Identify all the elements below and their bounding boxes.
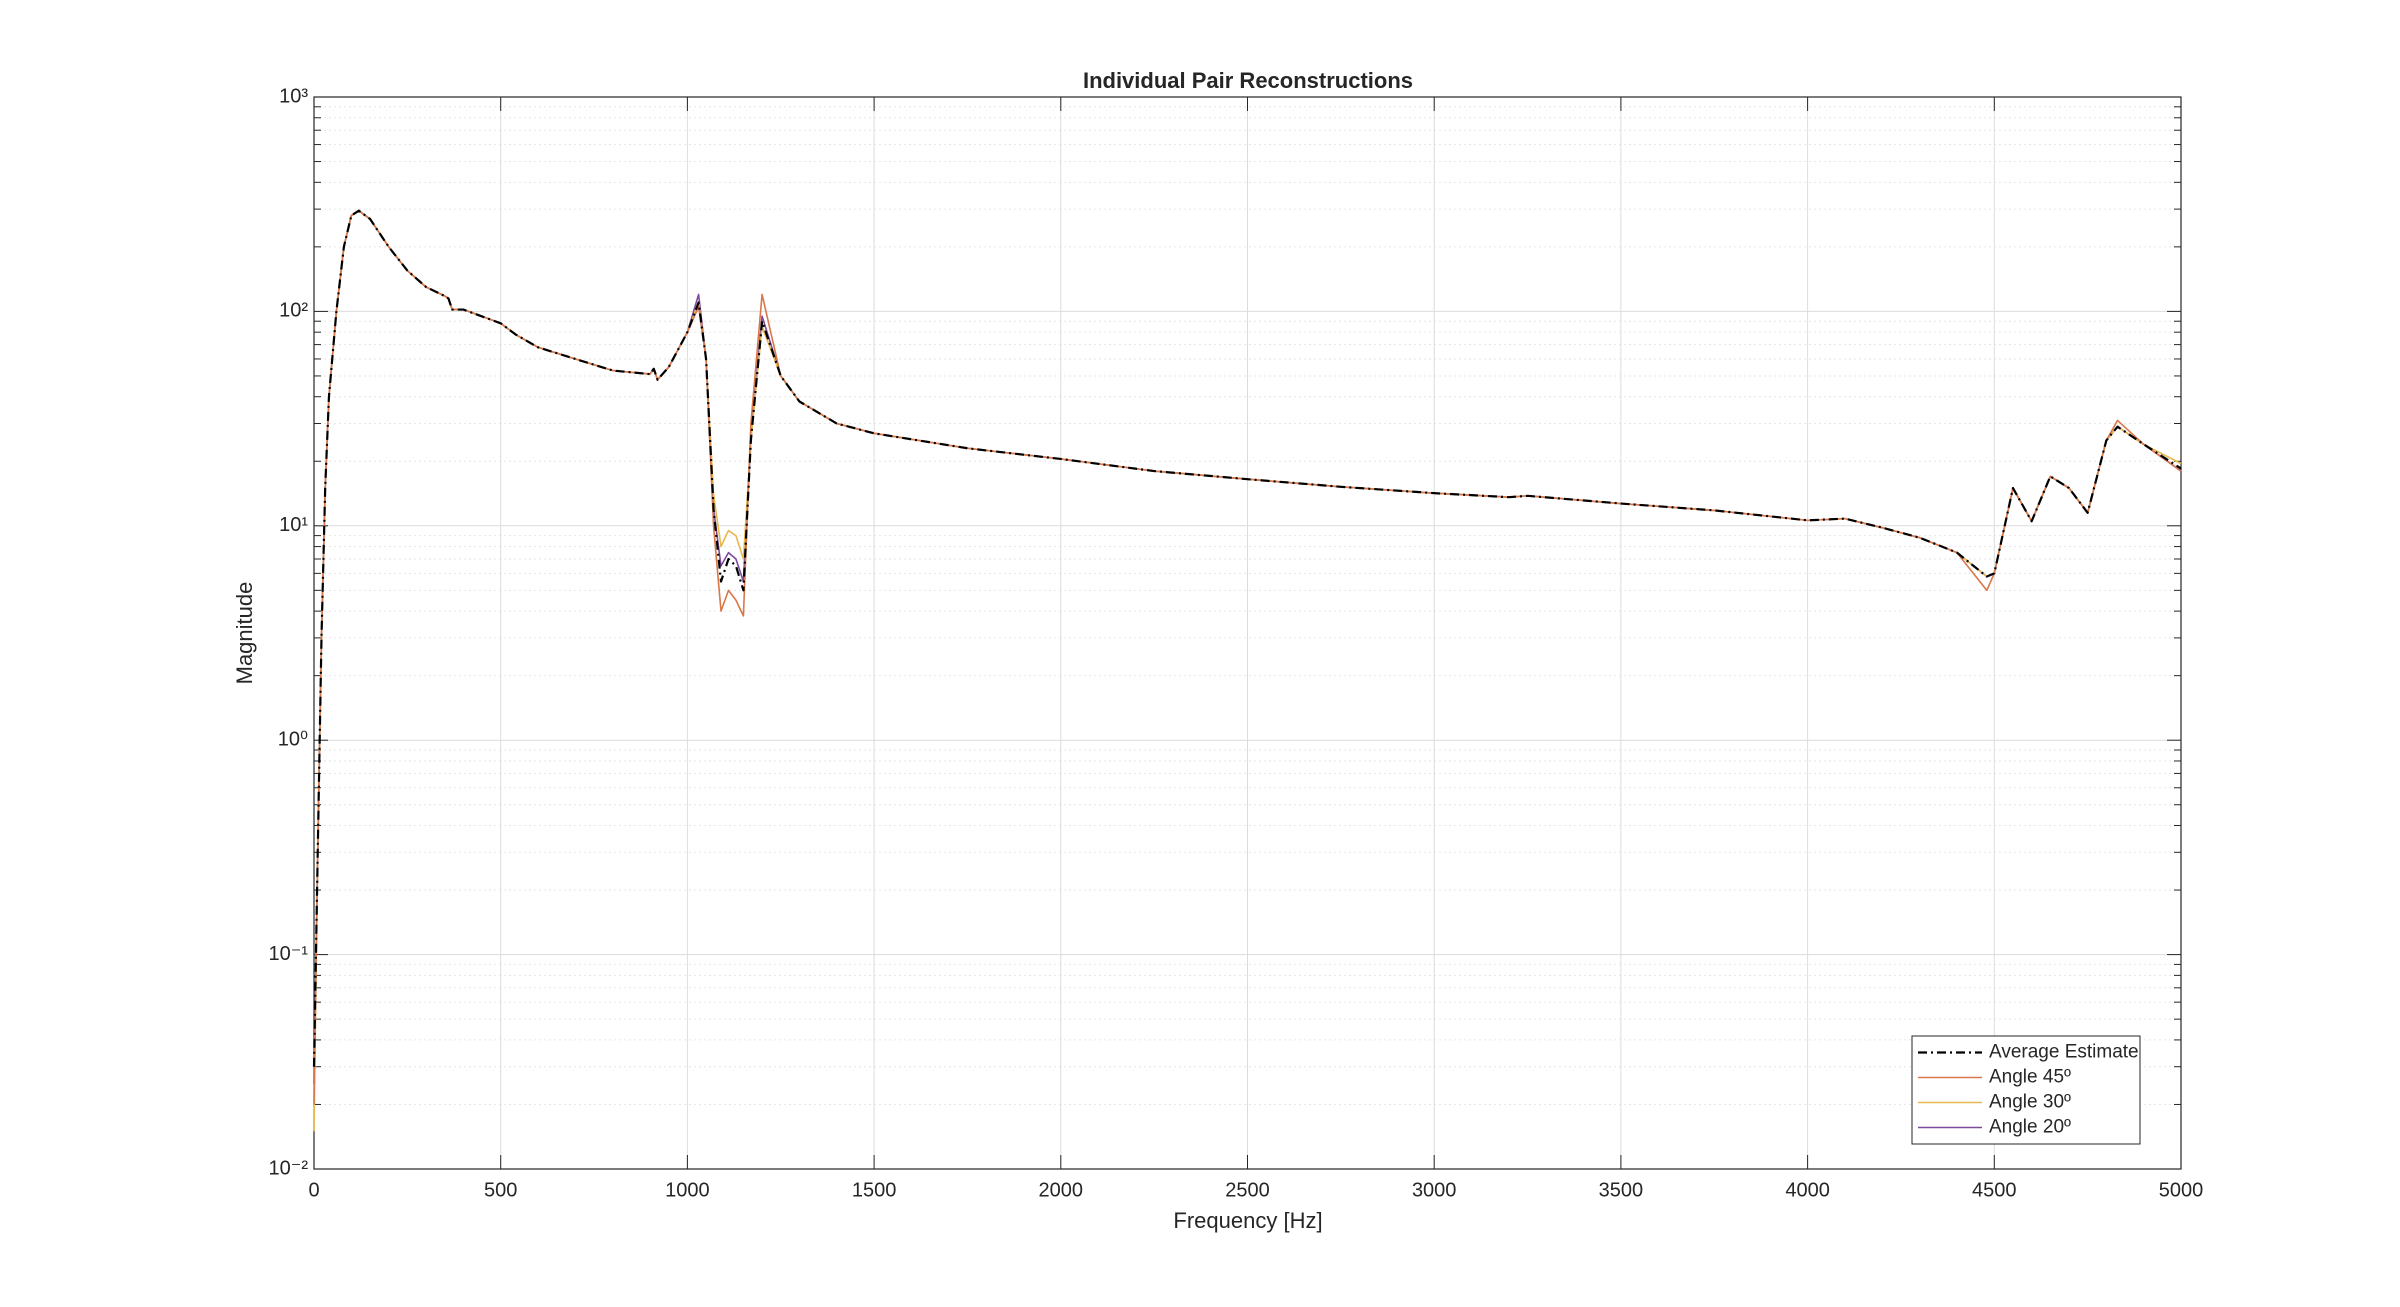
x-tick-label: 5000 (2159, 1179, 2204, 1201)
legend-box (1911, 1035, 2141, 1145)
y-tick-label: 10¹ (279, 514, 308, 536)
legend-label: Angle 30º (1989, 1092, 2071, 1113)
plot-frame (313, 96, 2182, 1170)
x-axis-label: Frequency [Hz] (1173, 1208, 1322, 1233)
legend-label: Angle 45º (1989, 1067, 2071, 1088)
x-tick-label: 2500 (1225, 1179, 1270, 1201)
y-axis-label: Magnitude (232, 582, 257, 685)
y-tick-label: 10³ (279, 85, 308, 107)
chart-title: Individual Pair Reconstructions (1083, 68, 1413, 93)
y-tick-label: 10⁻² (269, 1157, 309, 1179)
y-tick-label: 10⁻¹ (269, 943, 309, 965)
x-tick-label: 2000 (1039, 1179, 1084, 1201)
x-tick-label: 4000 (1785, 1179, 1830, 1201)
y-tick-label: 10⁰ (278, 728, 308, 750)
x-tick-label: 4500 (1972, 1179, 2017, 1201)
x-tick-label: 1500 (852, 1179, 897, 1201)
x-tick-label: 3500 (1599, 1179, 1644, 1201)
x-tick-label: 0 (308, 1179, 319, 1201)
y-tick-label: 10² (279, 300, 308, 322)
legend-label: Average Estimate (1989, 1042, 2139, 1063)
series-line (312, 209, 2182, 1067)
x-tick-label: 1000 (665, 1179, 710, 1201)
x-tick-label: 500 (484, 1179, 517, 1201)
x-tick-label: 3000 (1412, 1179, 1457, 1201)
legend-label: Angle 20º (1989, 1117, 2071, 1138)
